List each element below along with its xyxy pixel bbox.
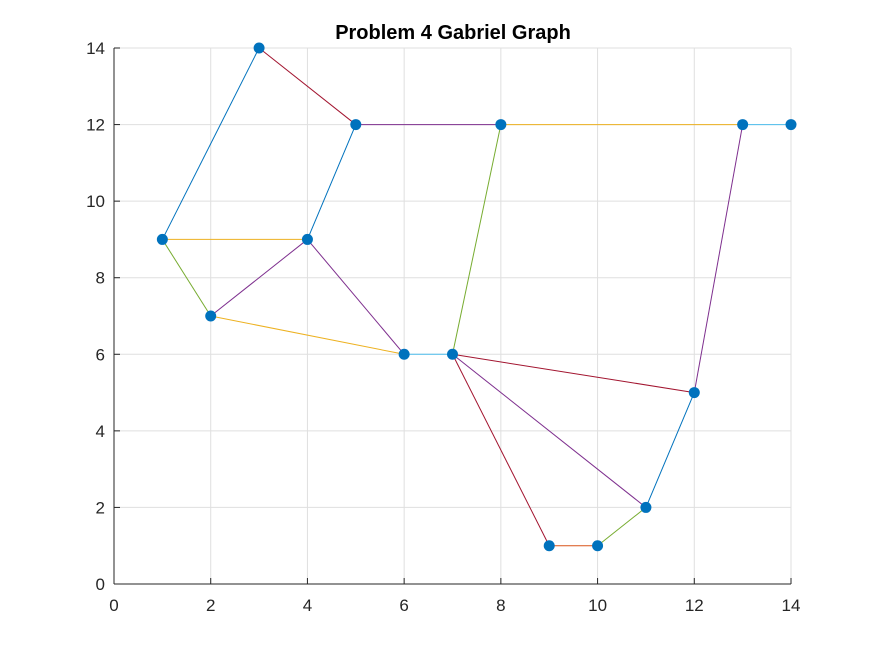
graph-node-point <box>253 42 265 54</box>
x-tick-label: 12 <box>685 596 704 615</box>
x-tick-label: 0 <box>109 596 118 615</box>
graph-node-point <box>398 348 410 360</box>
graph-edge <box>161 47 260 240</box>
graph-edge <box>597 507 647 547</box>
graph-node-point <box>785 119 797 131</box>
graph-node-point <box>737 119 749 131</box>
x-tick-label: 6 <box>399 596 408 615</box>
graph-node-point <box>301 233 313 245</box>
graph-edge <box>210 315 405 355</box>
x-tick-label: 10 <box>588 596 607 615</box>
graph-node-point <box>688 387 700 399</box>
edges <box>161 47 791 547</box>
graph-node-point <box>447 348 458 360</box>
graph-node-point <box>640 501 652 513</box>
graph-edge <box>452 124 502 355</box>
y-tick-label: 14 <box>86 39 105 58</box>
graph-node-point <box>592 540 604 552</box>
y-tick-label: 10 <box>86 192 105 211</box>
axes <box>113 47 792 585</box>
graph-edge <box>307 239 405 355</box>
x-tick-label: 4 <box>303 596 312 615</box>
x-tick-label: 2 <box>206 596 215 615</box>
y-tick-label: 0 <box>96 575 105 594</box>
graph-edge <box>306 124 357 240</box>
graph-edge <box>693 124 744 393</box>
y-tick-label: 4 <box>96 422 105 441</box>
chart-title: Problem 4 Gabriel Graph <box>335 22 571 44</box>
graph-edge <box>452 354 550 546</box>
y-tick-label: 6 <box>96 345 105 364</box>
graph-node-point <box>205 310 217 322</box>
graph-node-point <box>495 119 507 131</box>
x-tick-label: 8 <box>496 596 505 615</box>
graph-edge <box>452 353 695 394</box>
y-tick-label: 8 <box>96 269 105 288</box>
x-tick-label: 14 <box>782 596 801 615</box>
graph-edge <box>258 47 357 125</box>
graph-node-point <box>156 233 168 245</box>
y-tick-label: 2 <box>96 498 105 517</box>
y-tick-label: 12 <box>86 116 105 135</box>
graph-edge <box>452 353 647 508</box>
graph-node-point <box>543 540 555 552</box>
graph-node-point <box>350 119 362 131</box>
tick-labels: 0 2 4 6 8 10 12 14 0 2 4 6 8 10 12 14 <box>86 39 800 615</box>
graph-edge <box>161 239 212 317</box>
points <box>156 42 797 552</box>
graph-edge <box>210 239 308 317</box>
graph-edge <box>645 392 695 508</box>
